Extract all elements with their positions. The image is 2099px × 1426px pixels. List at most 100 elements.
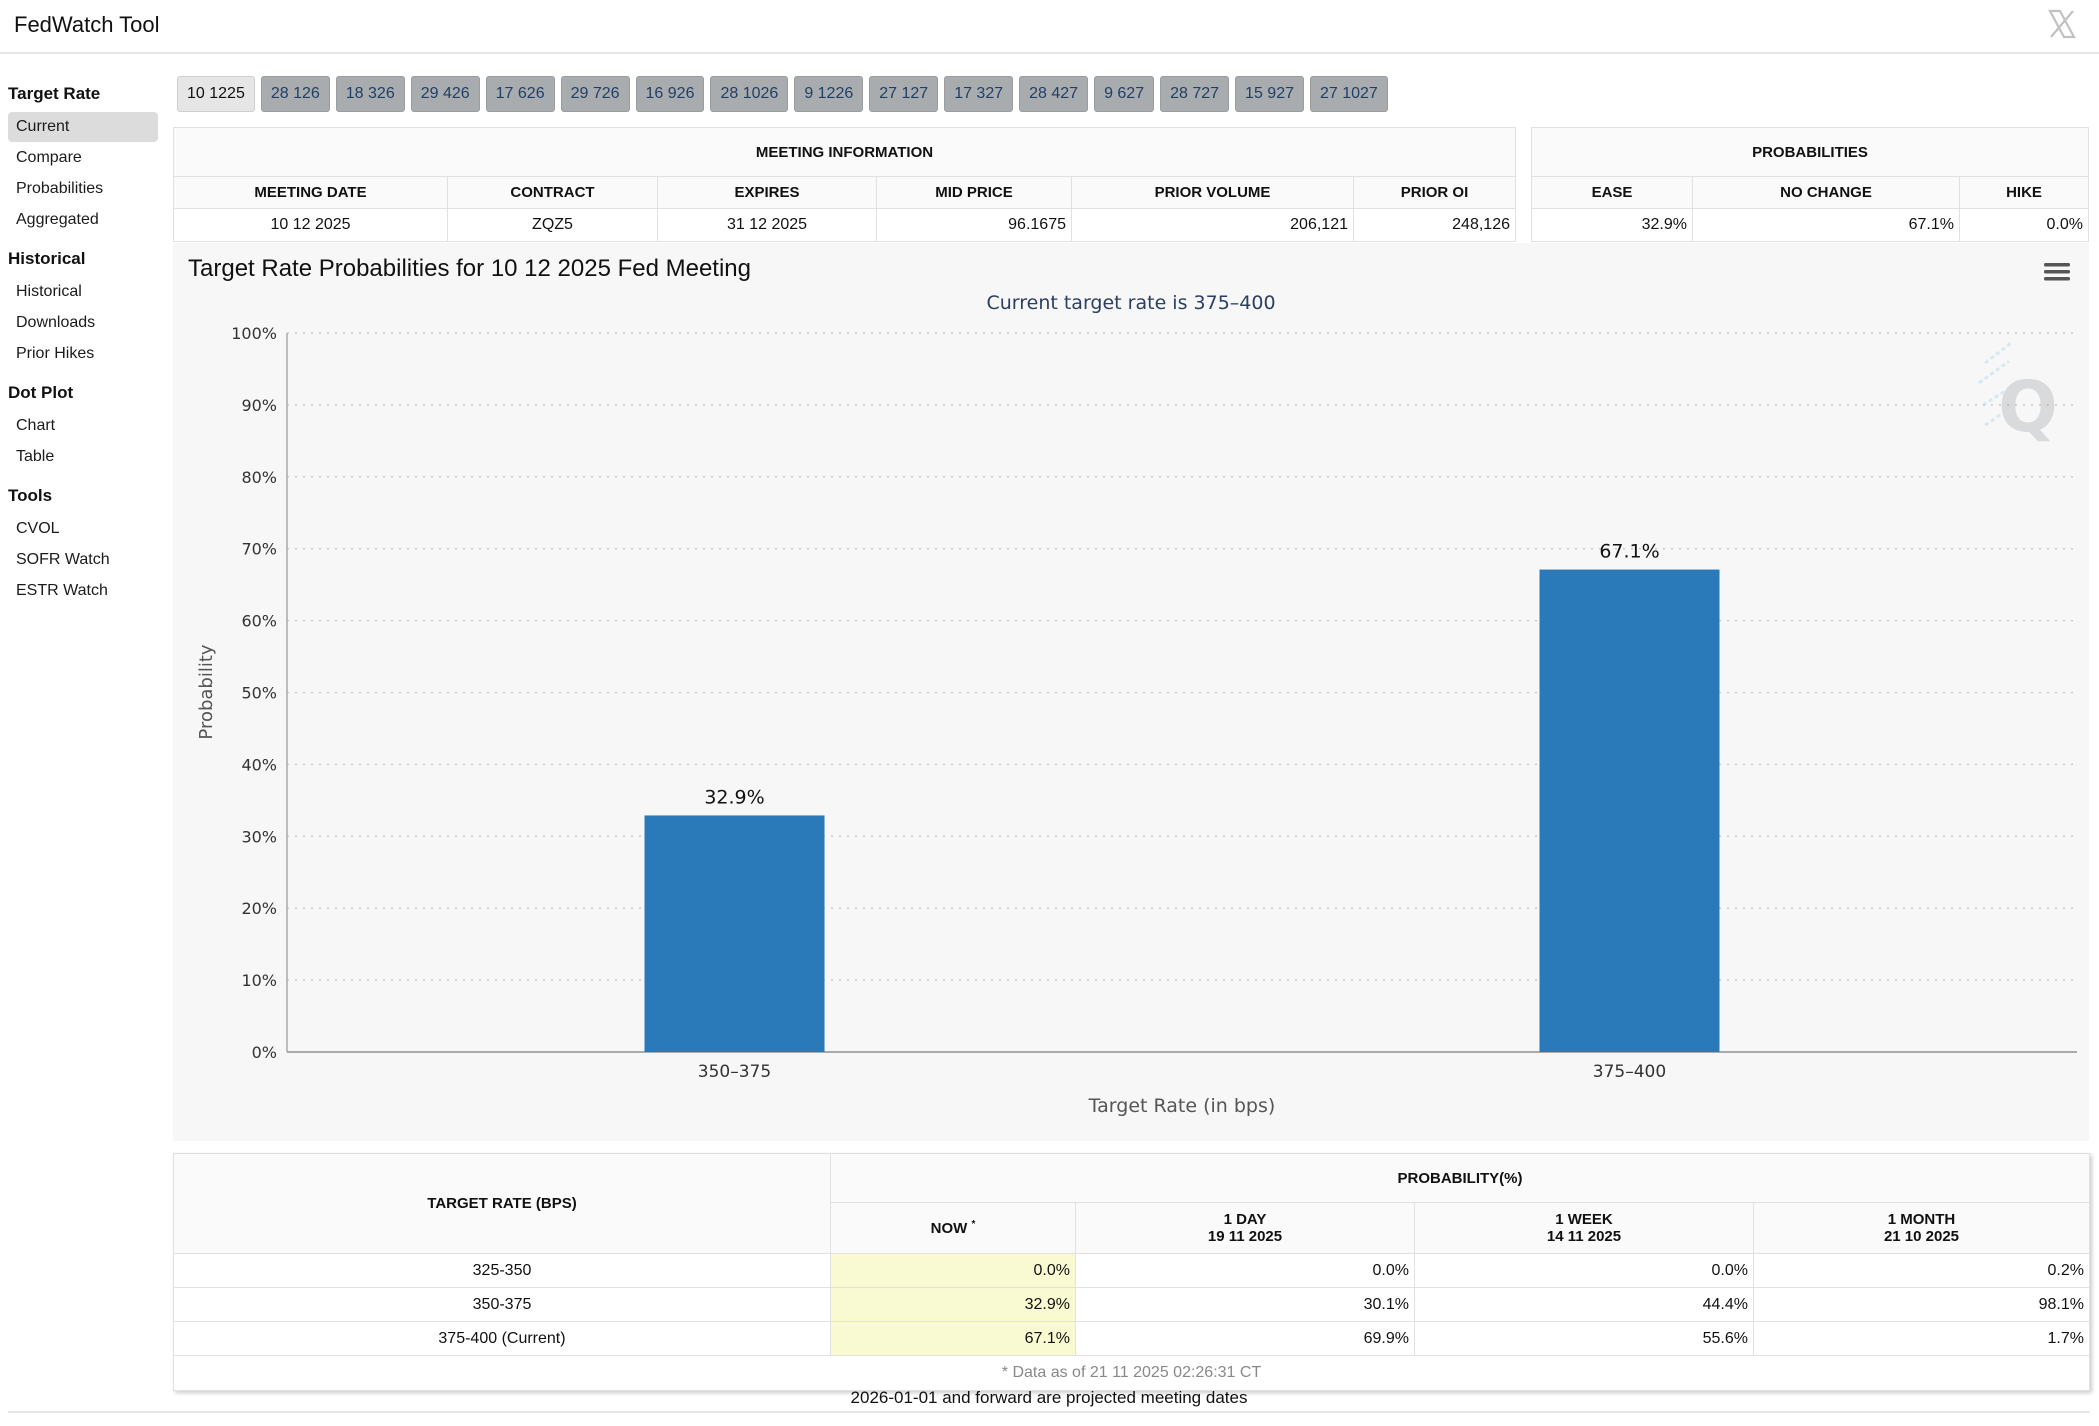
table-row: 32.9% 67.1% 0.0% bbox=[1531, 208, 2089, 242]
now-cell: 32.9% bbox=[830, 1287, 1076, 1322]
column-header: NO CHANGE bbox=[1692, 176, 1960, 209]
projected-dates-note: 2026-01-01 and forward are projected mee… bbox=[8, 1388, 2090, 1413]
tab-meeting[interactable]: 9 627 bbox=[1094, 76, 1155, 112]
sidebar-item-table[interactable]: Table bbox=[16, 448, 55, 465]
y-tick-label: 10% bbox=[241, 971, 277, 990]
tab-meeting[interactable]: 28 427 bbox=[1019, 76, 1089, 112]
meeting-info-caption: MEETING INFORMATION bbox=[173, 127, 1516, 177]
sidebar-item-probabilities[interactable]: Probabilities bbox=[16, 180, 104, 197]
y-tick-label: 40% bbox=[241, 755, 277, 774]
tab-meeting[interactable]: 10 1225 bbox=[177, 76, 255, 112]
value-cell: 30.1% bbox=[1075, 1287, 1415, 1322]
expires: 31 12 2025 bbox=[657, 208, 877, 242]
column-header-1-week: 1 WEEK 14 11 2025 bbox=[1414, 1202, 1754, 1254]
sidebar-heading-tools: Tools bbox=[8, 486, 53, 505]
tab-meeting[interactable]: 16 926 bbox=[635, 76, 705, 112]
sidebar-heading-historical: Historical bbox=[8, 249, 86, 268]
tab-meeting[interactable]: 27 127 bbox=[869, 76, 939, 112]
column-header: PRIOR OI bbox=[1353, 176, 1516, 209]
value-cell: 55.6% bbox=[1414, 1321, 1754, 1356]
tab-meeting[interactable]: 18 326 bbox=[335, 76, 405, 112]
column-header-now: NOW * bbox=[830, 1202, 1076, 1254]
sidebar-item-cvol[interactable]: CVOL bbox=[16, 520, 60, 537]
tab-meeting[interactable]: 28 727 bbox=[1160, 76, 1230, 112]
sidebar-item-chart[interactable]: Chart bbox=[16, 417, 56, 434]
tab-meeting[interactable]: 29 426 bbox=[410, 76, 480, 112]
probabilities-table: PROBABILITIES EASE NO CHANGE HIKE 32.9% … bbox=[1531, 127, 2089, 242]
y-axis-title: Probability bbox=[196, 644, 217, 739]
ease-value: 32.9% bbox=[1531, 208, 1693, 242]
tab-meeting[interactable]: 9 1226 bbox=[794, 76, 864, 112]
tab-meeting[interactable]: 27 1027 bbox=[1309, 76, 1388, 112]
table-row: 10 12 2025 ZQZ5 31 12 2025 96.1675 206,1… bbox=[173, 208, 1516, 242]
value-cell: 44.4% bbox=[1414, 1287, 1754, 1322]
watermark-logo: Q bbox=[1978, 341, 2058, 448]
x-axis-title: Target Rate (in bps) bbox=[1088, 1095, 1276, 1117]
tab-meeting[interactable]: 29 726 bbox=[560, 76, 630, 112]
bar bbox=[644, 815, 825, 1052]
sidebar-item-current[interactable]: Current bbox=[8, 112, 158, 142]
bar-chart: 0% 10% 20% 30% 40% 50% 60% 70% 80% 90% 100% 32.9% 35… bbox=[196, 324, 2077, 1117]
tab-meeting[interactable]: 28 126 bbox=[260, 76, 330, 112]
contract: ZQZ5 bbox=[447, 208, 658, 242]
y-tick-label: 0% bbox=[252, 1043, 277, 1062]
sidebar-heading-target-rate: Target Rate bbox=[8, 84, 101, 103]
sidebar-item-sofr-watch[interactable]: SOFR Watch bbox=[16, 551, 110, 568]
sidebar-item-estr-watch[interactable]: ESTR Watch bbox=[16, 582, 108, 599]
hike-value: 0.0% bbox=[1959, 208, 2089, 242]
now-cell: 0.0% bbox=[830, 1253, 1076, 1288]
column-header: EASE bbox=[1531, 176, 1693, 209]
value-cell: 98.1% bbox=[1753, 1287, 2090, 1322]
close-icon[interactable] bbox=[2047, 8, 2077, 40]
bar bbox=[1539, 569, 1720, 1052]
y-tick-label: 80% bbox=[241, 468, 277, 487]
no-change-value: 67.1% bbox=[1692, 208, 1960, 242]
sidebar-item-historical[interactable]: Historical bbox=[16, 283, 82, 300]
value-cell: 0.0% bbox=[1414, 1253, 1754, 1288]
rate-cell: 375-400 (Current) bbox=[173, 1321, 831, 1356]
tab-meeting[interactable]: 17 327 bbox=[944, 76, 1014, 112]
probability-header: PROBABILITY(%) bbox=[830, 1153, 2090, 1203]
sidebar-item-aggregated[interactable]: Aggregated bbox=[16, 211, 99, 228]
value-cell: 0.0% bbox=[1075, 1253, 1415, 1288]
table-row: 325-350 0.0% 0.0% 0.0% 0.2% bbox=[173, 1253, 2090, 1288]
sidebar: Target Rate Current Compare Probabilitie… bbox=[8, 72, 158, 607]
mid-price: 96.1675 bbox=[876, 208, 1072, 242]
prior-volume: 206,121 bbox=[1071, 208, 1354, 242]
rate-probability-table: TARGET RATE (BPS) PROBABILITY(%) NOW * 1… bbox=[173, 1153, 2090, 1391]
chart-panel: 0% 10% 20% 30% 40% 50% 60% 70% 80% 90% 100% 32.9% 35… bbox=[173, 243, 2089, 1141]
rate-cell: 350-375 bbox=[173, 1287, 831, 1322]
rate-cell: 325-350 bbox=[173, 1253, 831, 1288]
app-title: FedWatch Tool bbox=[14, 12, 160, 37]
y-tick-label: 20% bbox=[241, 899, 277, 918]
column-header: HIKE bbox=[1959, 176, 2089, 209]
column-header: MID PRICE bbox=[876, 176, 1072, 209]
svg-text:Q: Q bbox=[1998, 366, 2058, 448]
column-header-1-month: 1 MONTH 21 10 2025 bbox=[1753, 1202, 2090, 1254]
value-cell: 69.9% bbox=[1075, 1321, 1415, 1356]
tab-meeting[interactable]: 28 1026 bbox=[710, 76, 789, 112]
data-label: 32.9% bbox=[704, 786, 764, 808]
meeting-date: 10 12 2025 bbox=[173, 208, 448, 242]
table-row: 375-400 (Current) 67.1% 69.9% 55.6% 1.7% bbox=[173, 1321, 2090, 1356]
meeting-tabs: 10 1225 28 126 18 326 29 426 17 626 29 7… bbox=[177, 76, 1388, 112]
tab-meeting[interactable]: 15 927 bbox=[1235, 76, 1304, 112]
target-rate-header: TARGET RATE (BPS) bbox=[173, 1153, 831, 1254]
sidebar-heading-dot-plot: Dot Plot bbox=[8, 383, 74, 402]
hamburger-menu-icon[interactable] bbox=[2043, 261, 2071, 283]
sidebar-item-prior-hikes[interactable]: Prior Hikes bbox=[16, 345, 95, 362]
y-tick-label: 100% bbox=[231, 324, 277, 343]
sidebar-item-compare[interactable]: Compare bbox=[16, 149, 82, 166]
column-header-1-day: 1 DAY 19 11 2025 bbox=[1075, 1202, 1415, 1254]
x-tick-label: 375–400 bbox=[1593, 1062, 1666, 1082]
chart-subtitle: Current target rate is 375–400 bbox=[986, 292, 1276, 314]
column-header: EXPIRES bbox=[657, 176, 877, 209]
value-cell: 1.7% bbox=[1753, 1321, 2090, 1356]
y-tick-label: 70% bbox=[241, 540, 277, 559]
y-tick-label: 60% bbox=[241, 612, 277, 631]
sidebar-item-downloads[interactable]: Downloads bbox=[16, 314, 96, 331]
tab-meeting[interactable]: 17 626 bbox=[485, 76, 555, 112]
meeting-info-table: MEETING INFORMATION MEETING DATE CONTRAC… bbox=[173, 127, 1516, 242]
x-tick-label: 350–375 bbox=[698, 1062, 771, 1082]
now-cell: 67.1% bbox=[830, 1321, 1076, 1356]
